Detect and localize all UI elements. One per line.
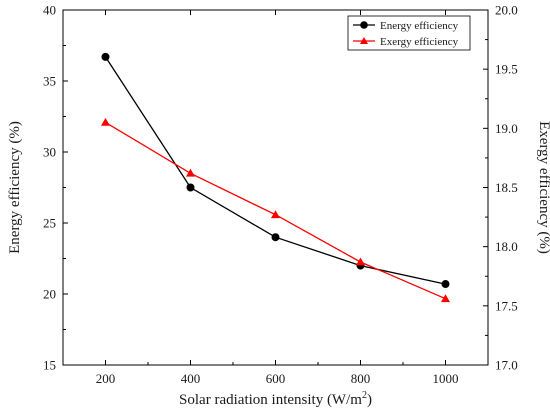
y-right-tick-label: 20.0 — [495, 3, 518, 18]
data-point — [101, 117, 110, 126]
x-axis-title-end: ) — [367, 392, 372, 408]
legend-marker — [360, 21, 368, 29]
data-point — [186, 183, 195, 192]
x-axis-title-main: Solar radiation intensity (W/m — [179, 392, 362, 408]
data-point — [271, 210, 280, 219]
x-tick-label: 400 — [181, 371, 201, 386]
data-point — [101, 52, 110, 61]
y-right-axis-title: Exergy efficiency (%) — [536, 121, 550, 254]
legend: Energy efficiency Exergy efficiency — [347, 15, 471, 51]
data-point — [441, 294, 450, 303]
y-right-tick-label: 19.0 — [495, 121, 518, 136]
y-right-tick-label: 17.5 — [495, 298, 518, 313]
y-left-axis-title: Energy efficiency (%) — [7, 121, 23, 254]
x-tick-label: 200 — [96, 371, 116, 386]
y-right-tick-label: 18.0 — [495, 239, 518, 254]
y-right-tick-label: 19.5 — [495, 62, 518, 77]
x-axis-title-superscript: 2 — [362, 390, 367, 401]
y-left-tick-label: 35 — [43, 74, 56, 89]
data-point — [356, 257, 365, 266]
x-axis-title: Solar radiation intensity (W/m2) — [179, 390, 372, 408]
data-point — [271, 233, 280, 242]
legend-marker — [360, 37, 368, 44]
y-left-tick-label: 25 — [43, 216, 56, 231]
x-tick-label: 600 — [266, 371, 286, 386]
axes-layer: 200 400 600 800 1000 15 20 25 30 35 40 17.0 17.5 18.0… — [43, 3, 518, 387]
y-left-tick-label: 15 — [43, 358, 56, 373]
legend-label: Energy efficiency — [380, 20, 459, 32]
y-right-tick-label: 18.5 — [495, 180, 518, 195]
axis-titles: Solar radiation intensity (W/m2) Energy … — [7, 121, 550, 408]
y-left-tick-label: 20 — [43, 287, 56, 302]
x-tick-label: 800 — [351, 371, 371, 386]
data-point — [186, 168, 195, 177]
legend-label: Exergy efficiency — [380, 36, 459, 48]
y-left-tick-label: 40 — [43, 3, 56, 18]
y-right-tick-label: 17.0 — [495, 358, 518, 373]
legend-box — [347, 15, 471, 51]
x-tick-label: 1000 — [433, 371, 459, 386]
y-left-tick-label: 30 — [43, 145, 56, 160]
data-point — [441, 280, 450, 289]
series-layer — [101, 52, 450, 303]
